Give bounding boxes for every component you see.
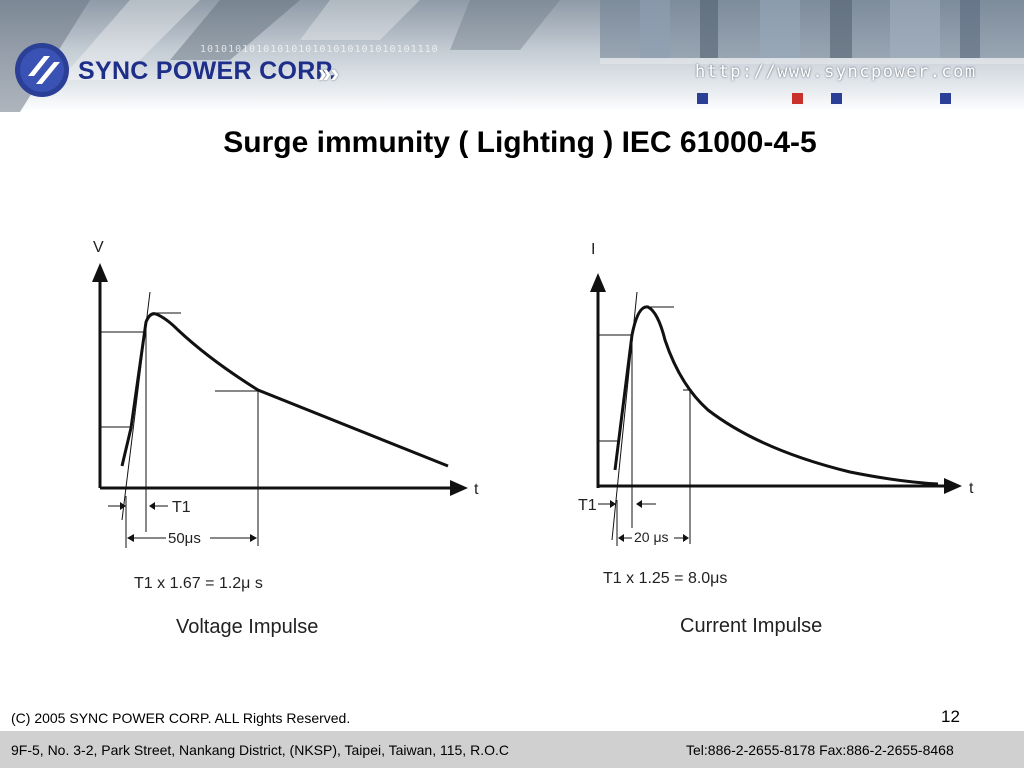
red-square-icon <box>792 93 803 104</box>
current-waveform <box>613 305 939 486</box>
copyright-notice: (C) 2005 SYNC POWER CORP. ALL Rights Res… <box>11 710 351 726</box>
current-caption: Current Impulse <box>680 615 822 637</box>
voltage-waveform <box>120 312 449 468</box>
footer-address: 9F-5, No. 3-2, Park Street, Nankang Dist… <box>11 742 509 758</box>
voltage-y-label: V <box>93 239 104 256</box>
footer-contact: Tel:886-2-2655-8178 Fax:886-2-2655-8468 <box>686 742 954 758</box>
slide-title: Surge immunity ( Lighting ) IEC 61000-4-… <box>223 126 817 159</box>
sync-power-logo-icon <box>15 43 69 97</box>
voltage-y-arrow <box>92 263 108 282</box>
binary-strip: 1010101010101010101010101010101110 <box>200 44 439 55</box>
banner-background-graphic <box>0 0 1024 112</box>
website-url: http://www.syncpower.com <box>695 62 977 82</box>
blue-square-icon <box>940 93 951 104</box>
header-banner: 1010101010101010101010101010101110 SYNC … <box>0 0 1024 112</box>
page-number: 12 <box>941 707 960 726</box>
brand-name: SYNC POWER CORP. <box>78 57 337 85</box>
voltage-duration-label: 50μs <box>168 530 201 547</box>
blue-square-icon <box>831 93 842 104</box>
current-formula: T1 x 1.25 = 8.0μs <box>603 570 727 587</box>
voltage-caption: Voltage Impulse <box>176 616 318 638</box>
current-duration-label: 20 μs <box>634 529 669 545</box>
blue-square-icon <box>697 93 708 104</box>
voltage-formula: T1 x 1.67 = 1.2μ s <box>134 575 263 592</box>
double-chevron-icon: ›› › <box>318 58 339 88</box>
voltage-x-arrow <box>450 480 468 496</box>
current-t1-label: T1 <box>578 497 597 514</box>
current-x-arrow <box>944 478 962 494</box>
current-y-arrow <box>590 273 606 292</box>
current-y-label: I <box>591 241 595 258</box>
footer-bar <box>0 731 1024 768</box>
voltage-x-label: t <box>474 481 479 498</box>
voltage-t1-label: T1 <box>172 499 191 516</box>
current-x-label: t <box>969 480 974 497</box>
